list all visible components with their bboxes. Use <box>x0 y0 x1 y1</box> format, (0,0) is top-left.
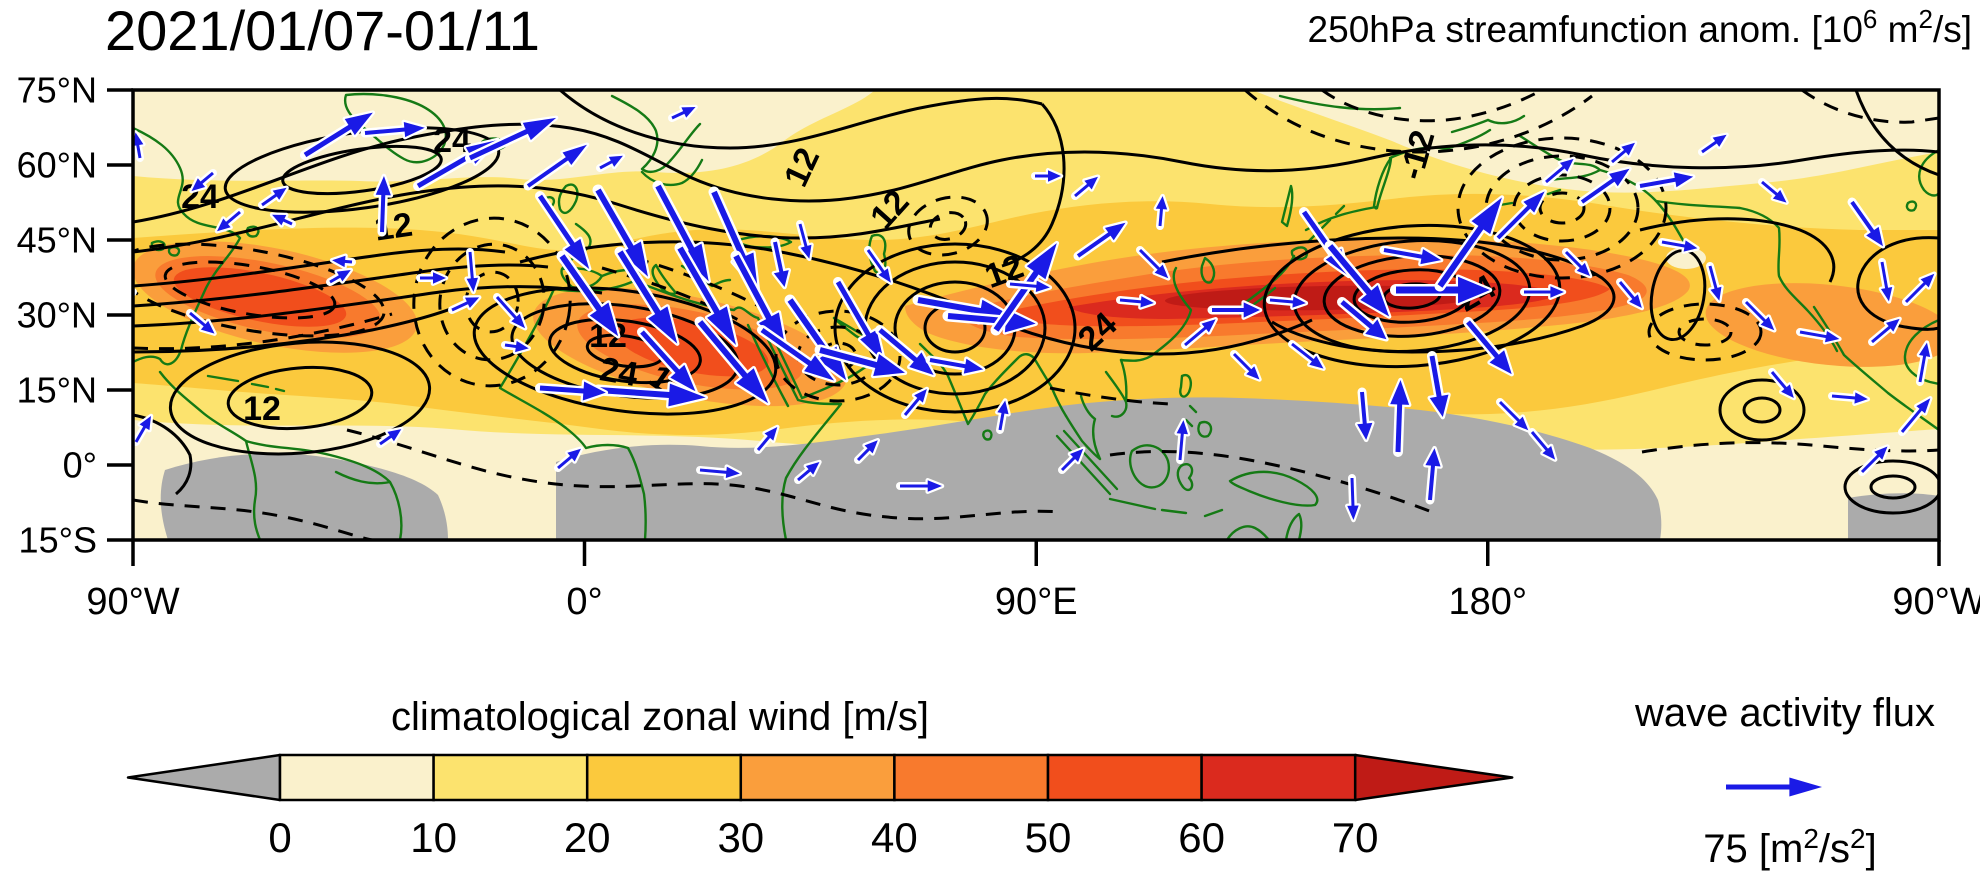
x-tick-label: 90°W <box>86 581 179 623</box>
y-tick-label: 75°N <box>17 70 97 111</box>
y-tick-label: 0° <box>63 445 97 486</box>
variable-title: 250hPa streamfunction anom. [106 m2/s] <box>1308 4 1972 50</box>
contour-label: 12 <box>243 390 281 428</box>
colorbar-tick-label: 50 <box>1025 814 1072 861</box>
x-tick-label: 0° <box>566 581 602 623</box>
wave-activity-flux-arrows <box>133 104 1937 523</box>
colorbar-tick-label: 30 <box>717 814 764 861</box>
colorbar-tick-label: 0 <box>268 814 291 861</box>
colorbar-segment <box>893 753 1050 802</box>
colorbar-segment <box>432 753 589 802</box>
colorbar-tick-label: 20 <box>564 814 611 861</box>
colorbar-segment <box>1046 753 1203 802</box>
colorbar-tick-label: 10 <box>410 814 457 861</box>
legend-title: wave activity flux <box>1634 691 1935 735</box>
colorbar-tick-label: 40 <box>871 814 918 861</box>
colorbar-segment <box>278 753 435 802</box>
colorbar-tick-label: 70 <box>1332 814 1379 861</box>
wind-shading <box>133 90 1939 540</box>
colorbar-tick-label: 60 <box>1178 814 1225 861</box>
colorbar-segment <box>1200 753 1357 802</box>
x-tick-label: 180° <box>1448 581 1527 623</box>
colorbar-segment <box>585 753 743 802</box>
x-tick-label: 90°E <box>995 581 1078 623</box>
legend-reference-value: 75 [m2/s2] <box>1703 823 1876 871</box>
page-title: 2021/01/07-01/11 <box>105 0 540 62</box>
y-tick-label: 15°S <box>19 520 97 561</box>
colorbar-segment <box>739 753 896 802</box>
x-tick-label: 90°W <box>1892 581 1980 623</box>
y-tick-label: 30°N <box>17 295 97 336</box>
wave-activity-flux-legend <box>1721 775 1825 799</box>
colorbar-title: climatological zonal wind [m/s] <box>391 695 929 739</box>
map-frame: 75°N 60°N 45°N 30°N 15°N 0° 15°S 90°W 0° 90°E 180°… <box>17 70 1980 624</box>
y-tick-label: 60°N <box>17 145 97 186</box>
colorbar-under-arrow <box>126 753 282 802</box>
colorbar-over-arrow <box>1353 753 1514 802</box>
y-tick-label: 45°N <box>17 220 97 261</box>
colorbar: 0 10 20 30 40 50 60 70 <box>126 753 1514 861</box>
map-graphics: 2424121224121212122424-121275°N60°N45°N3… <box>17 70 1980 862</box>
y-tick-label: 15°N <box>17 370 97 411</box>
